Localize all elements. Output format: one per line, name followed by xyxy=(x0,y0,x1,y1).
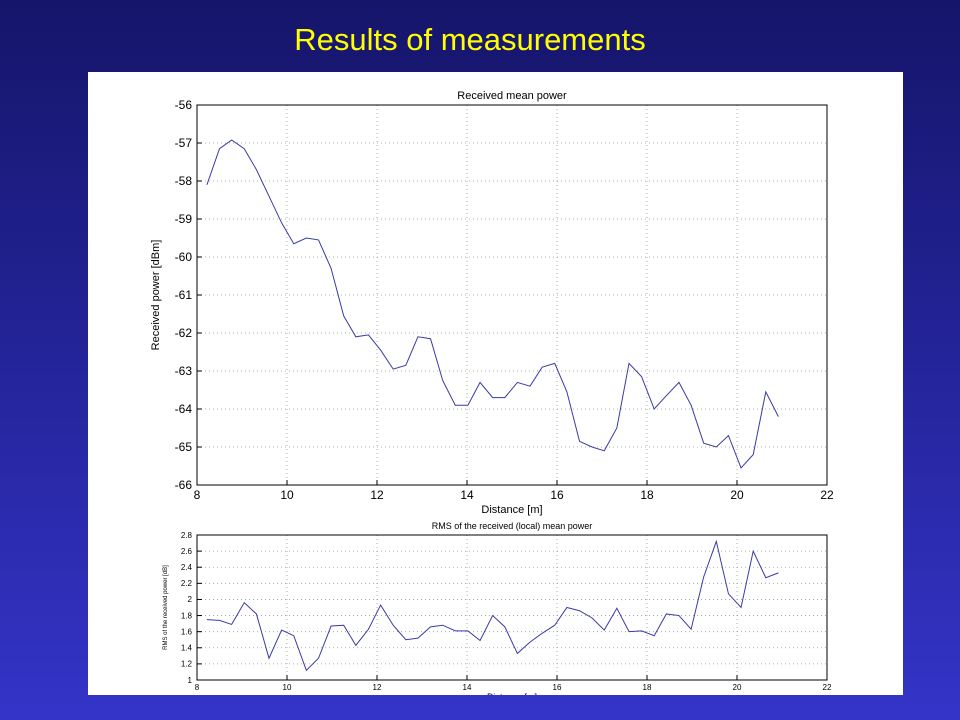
data-line xyxy=(206,539,779,672)
chart-title: RMS of the received (local) mean power xyxy=(432,521,593,531)
plot-frame xyxy=(196,534,828,681)
y-tick-label: 1.6 xyxy=(181,627,193,636)
x-axis-label: Distance [m] xyxy=(487,692,537,695)
data-line xyxy=(206,139,779,469)
y-tick-label: 1.2 xyxy=(181,660,193,669)
y-tick-label: -57 xyxy=(175,136,193,150)
x-tick-label: 14 xyxy=(463,683,472,692)
y-tick-label: -62 xyxy=(175,326,193,340)
x-tick-label: 10 xyxy=(283,683,292,692)
x-tick-label: 8 xyxy=(195,683,200,692)
plot-frame xyxy=(196,104,828,486)
x-tick-label: 16 xyxy=(553,683,562,692)
slide-title: Results of measurements xyxy=(294,22,646,57)
y-tick-label: -60 xyxy=(175,250,193,264)
y-tick-label: -64 xyxy=(175,402,193,416)
y-tick-label: -66 xyxy=(175,478,193,492)
x-tick-label: 20 xyxy=(730,488,744,502)
x-tick-label: 16 xyxy=(550,488,564,502)
y-axis-label: RMS of the received power [dB] xyxy=(163,565,169,650)
x-tick-label: 18 xyxy=(640,488,654,502)
y-tick-label: -58 xyxy=(175,174,193,188)
x-tick-label: 10 xyxy=(280,488,294,502)
y-tick-label: -63 xyxy=(175,364,193,378)
x-tick-label: 14 xyxy=(460,488,474,502)
x-axis-label: Distance [m] xyxy=(481,504,542,516)
x-tick-label: 20 xyxy=(733,683,742,692)
y-tick-label: 1.8 xyxy=(181,611,193,620)
y-tick-label: 2.8 xyxy=(181,531,193,540)
y-tick-label: -65 xyxy=(175,440,193,454)
y-tick-label: 2 xyxy=(188,595,193,604)
y-tick-label: 1.4 xyxy=(181,644,193,653)
y-tick-label: 2.4 xyxy=(181,563,193,572)
chart-panel: 8 10 12 14 16 18 20 22-66-65-64-63-62-61-60-59-… xyxy=(88,72,903,695)
chart-title: Received mean power xyxy=(457,90,567,102)
x-tick-label: 22 xyxy=(820,488,834,502)
x-tick-label: 22 xyxy=(823,683,832,692)
x-tick-label: 12 xyxy=(373,683,382,692)
y-tick-label: -61 xyxy=(175,288,193,302)
y-tick-label: -59 xyxy=(175,212,193,226)
y-tick-label: 2.6 xyxy=(181,547,193,556)
x-tick-label: 12 xyxy=(370,488,384,502)
y-tick-label: -56 xyxy=(175,98,193,112)
x-tick-label: 18 xyxy=(643,683,652,692)
y-axis-label: Received power [dBm] xyxy=(150,240,162,351)
x-tick-label: 8 xyxy=(194,488,201,502)
y-tick-label: 2.2 xyxy=(181,579,193,588)
y-tick-label: 1 xyxy=(188,676,193,685)
